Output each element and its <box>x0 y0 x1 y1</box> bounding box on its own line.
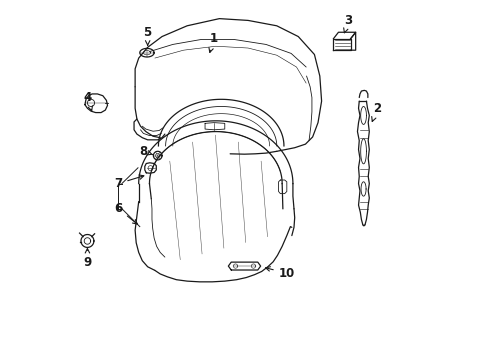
Text: 8: 8 <box>139 145 153 158</box>
Text: 1: 1 <box>208 32 218 53</box>
Text: 10: 10 <box>265 267 294 280</box>
Text: 4: 4 <box>83 91 92 111</box>
Text: 3: 3 <box>343 14 352 33</box>
Text: 5: 5 <box>143 27 151 45</box>
Text: 6: 6 <box>114 202 137 224</box>
Text: 2: 2 <box>371 102 381 121</box>
Text: 7: 7 <box>114 175 143 190</box>
Text: 9: 9 <box>83 248 91 269</box>
